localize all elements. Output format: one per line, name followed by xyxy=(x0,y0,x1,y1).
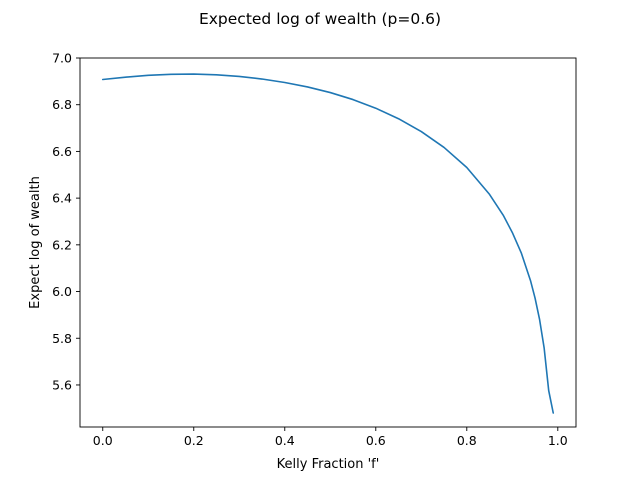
y-tick-label: 7.0 xyxy=(52,51,72,66)
y-tick-label: 5.8 xyxy=(52,331,72,346)
x-tick-label: 0.0 xyxy=(93,433,113,448)
plot-area xyxy=(79,57,577,428)
chart-title: Expected log of wealth (p=0.6) xyxy=(199,10,441,28)
y-axis: 5.6 5.8 6.0 6.2 6.4 6.6 6.8 7.0 xyxy=(52,51,80,392)
y-tick-label: 6.4 xyxy=(52,191,72,206)
x-axis: 0.0 0.2 0.4 0.6 0.8 1.0 xyxy=(93,427,568,448)
y-tick-label: 5.6 xyxy=(52,377,72,392)
y-tick-label: 6.6 xyxy=(52,144,72,159)
y-tick-label: 6.8 xyxy=(52,97,72,112)
x-tick-label: 0.8 xyxy=(457,433,477,448)
x-tick-label: 0.2 xyxy=(184,433,204,448)
y-tick-label: 6.0 xyxy=(52,284,72,299)
x-tick-label: 0.6 xyxy=(366,433,386,448)
y-axis-label: Expect log of wealth xyxy=(28,176,43,309)
x-tick-label: 1.0 xyxy=(548,433,568,448)
series-line xyxy=(101,73,555,414)
x-tick-label: 0.4 xyxy=(275,433,295,448)
x-axis-label: Kelly Fraction 'f' xyxy=(277,457,380,472)
y-tick-label: 6.2 xyxy=(52,237,72,252)
